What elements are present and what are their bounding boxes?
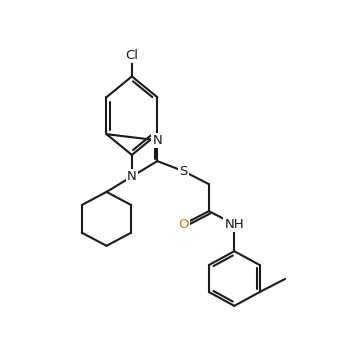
Text: S: S <box>179 165 188 177</box>
Text: N: N <box>152 134 162 147</box>
Text: N: N <box>127 170 137 183</box>
Text: O: O <box>178 218 189 231</box>
Text: NH: NH <box>224 218 244 231</box>
Text: Cl: Cl <box>125 49 138 62</box>
